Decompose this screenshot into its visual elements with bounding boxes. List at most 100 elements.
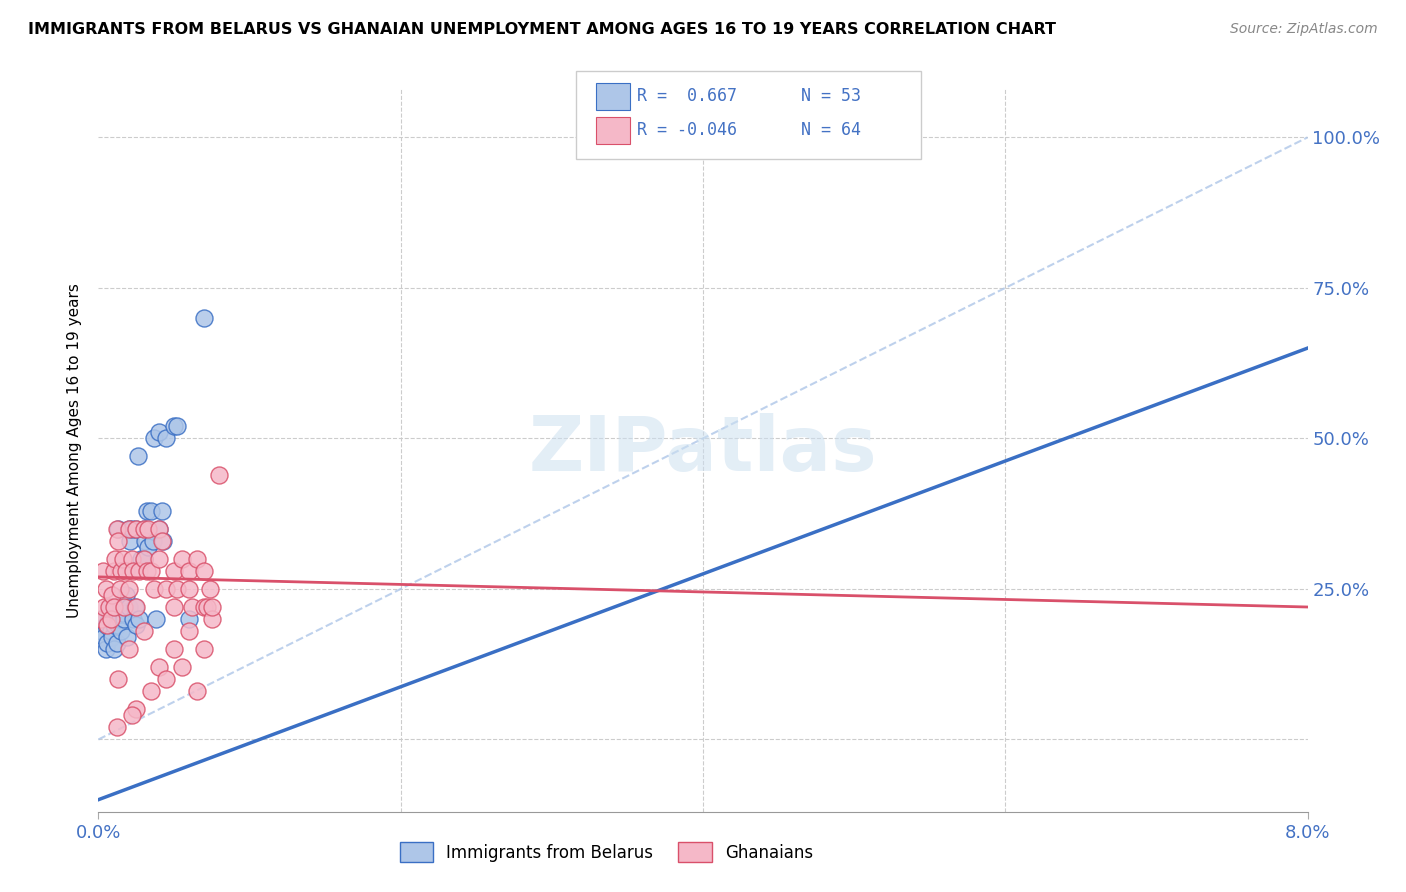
Point (179, 564, 201, 578)
Point (186, 684, 208, 698)
Point (170, 660, 193, 674)
Point (125, 522, 148, 536)
Point (208, 467, 231, 482)
Point (100, 612, 122, 626)
Point (128, 564, 150, 578)
Point (101, 588, 124, 602)
Point (148, 425, 170, 440)
Point (100, 624, 122, 639)
Point (141, 503, 163, 517)
Point (201, 612, 224, 626)
Point (125, 599, 148, 614)
Point (107, 522, 129, 536)
Y-axis label: Unemployment Among Ages 16 to 19 years: Unemployment Among Ages 16 to 19 years (67, 283, 83, 618)
Point (114, 588, 136, 602)
Point (132, 551, 155, 566)
Point (121, 708, 143, 723)
Point (105, 599, 128, 614)
Point (112, 599, 135, 614)
Text: Source: ZipAtlas.com: Source: ZipAtlas.com (1230, 22, 1378, 37)
Text: ZIPatlas: ZIPatlas (529, 414, 877, 487)
Point (91, 564, 114, 578)
Point (141, 564, 163, 578)
Point (163, 419, 186, 434)
Point (170, 551, 193, 566)
Point (94, 642, 117, 657)
Point (179, 612, 201, 626)
Point (110, 624, 132, 639)
Point (121, 522, 143, 536)
Point (122, 564, 145, 578)
Point (152, 533, 174, 548)
Point (104, 551, 127, 566)
Point (193, 564, 215, 578)
Point (121, 551, 143, 566)
Point (148, 660, 170, 674)
Point (105, 721, 128, 735)
Point (150, 503, 173, 517)
Point (163, 564, 186, 578)
Point (193, 599, 215, 614)
Point (195, 599, 218, 614)
Point (94, 582, 117, 596)
Point (100, 599, 122, 614)
Point (118, 582, 141, 596)
Point (104, 612, 127, 626)
Point (107, 673, 129, 687)
Point (155, 673, 177, 687)
Point (134, 533, 156, 548)
Point (155, 582, 177, 596)
Text: R =  0.667: R = 0.667 (637, 87, 737, 105)
Point (107, 618, 129, 632)
Point (125, 522, 148, 536)
Point (201, 599, 224, 614)
Point (150, 533, 173, 548)
Point (110, 599, 132, 614)
Text: IMMIGRANTS FROM BELARUS VS GHANAIAN UNEMPLOYMENT AMONG AGES 16 TO 19 YEARS CORRE: IMMIGRANTS FROM BELARUS VS GHANAIAN UNEM… (28, 22, 1056, 37)
Legend: Immigrants from Belarus, Ghanaians: Immigrants from Belarus, Ghanaians (392, 836, 820, 869)
Point (143, 432, 166, 446)
Point (111, 551, 134, 566)
Point (186, 551, 208, 566)
Point (148, 522, 170, 536)
Point (103, 618, 125, 632)
Point (96, 618, 118, 632)
Point (115, 630, 138, 644)
Point (105, 522, 128, 536)
Point (111, 606, 134, 620)
Point (94, 618, 117, 632)
Point (98, 599, 121, 614)
Point (107, 533, 129, 548)
Point (132, 522, 155, 536)
Point (118, 522, 141, 536)
Point (103, 642, 125, 657)
Point (110, 564, 132, 578)
Point (103, 564, 125, 578)
Point (179, 624, 201, 639)
Point (136, 540, 159, 554)
Point (96, 636, 118, 650)
Point (93, 599, 115, 614)
Point (114, 564, 136, 578)
Text: N = 64: N = 64 (801, 121, 862, 139)
Point (93, 630, 115, 644)
Point (125, 618, 148, 632)
Point (118, 642, 141, 657)
Point (112, 612, 135, 626)
Text: N = 53: N = 53 (801, 87, 862, 105)
Point (181, 599, 204, 614)
Point (193, 311, 215, 326)
Point (128, 612, 150, 626)
Point (163, 599, 186, 614)
Point (148, 551, 170, 566)
Point (193, 642, 215, 657)
Point (141, 684, 163, 698)
Point (200, 582, 222, 596)
Point (155, 432, 177, 446)
Point (125, 702, 148, 716)
Point (101, 630, 124, 644)
Text: R = -0.046: R = -0.046 (637, 121, 737, 139)
Point (143, 582, 166, 596)
Point (108, 612, 131, 626)
Point (127, 450, 149, 464)
